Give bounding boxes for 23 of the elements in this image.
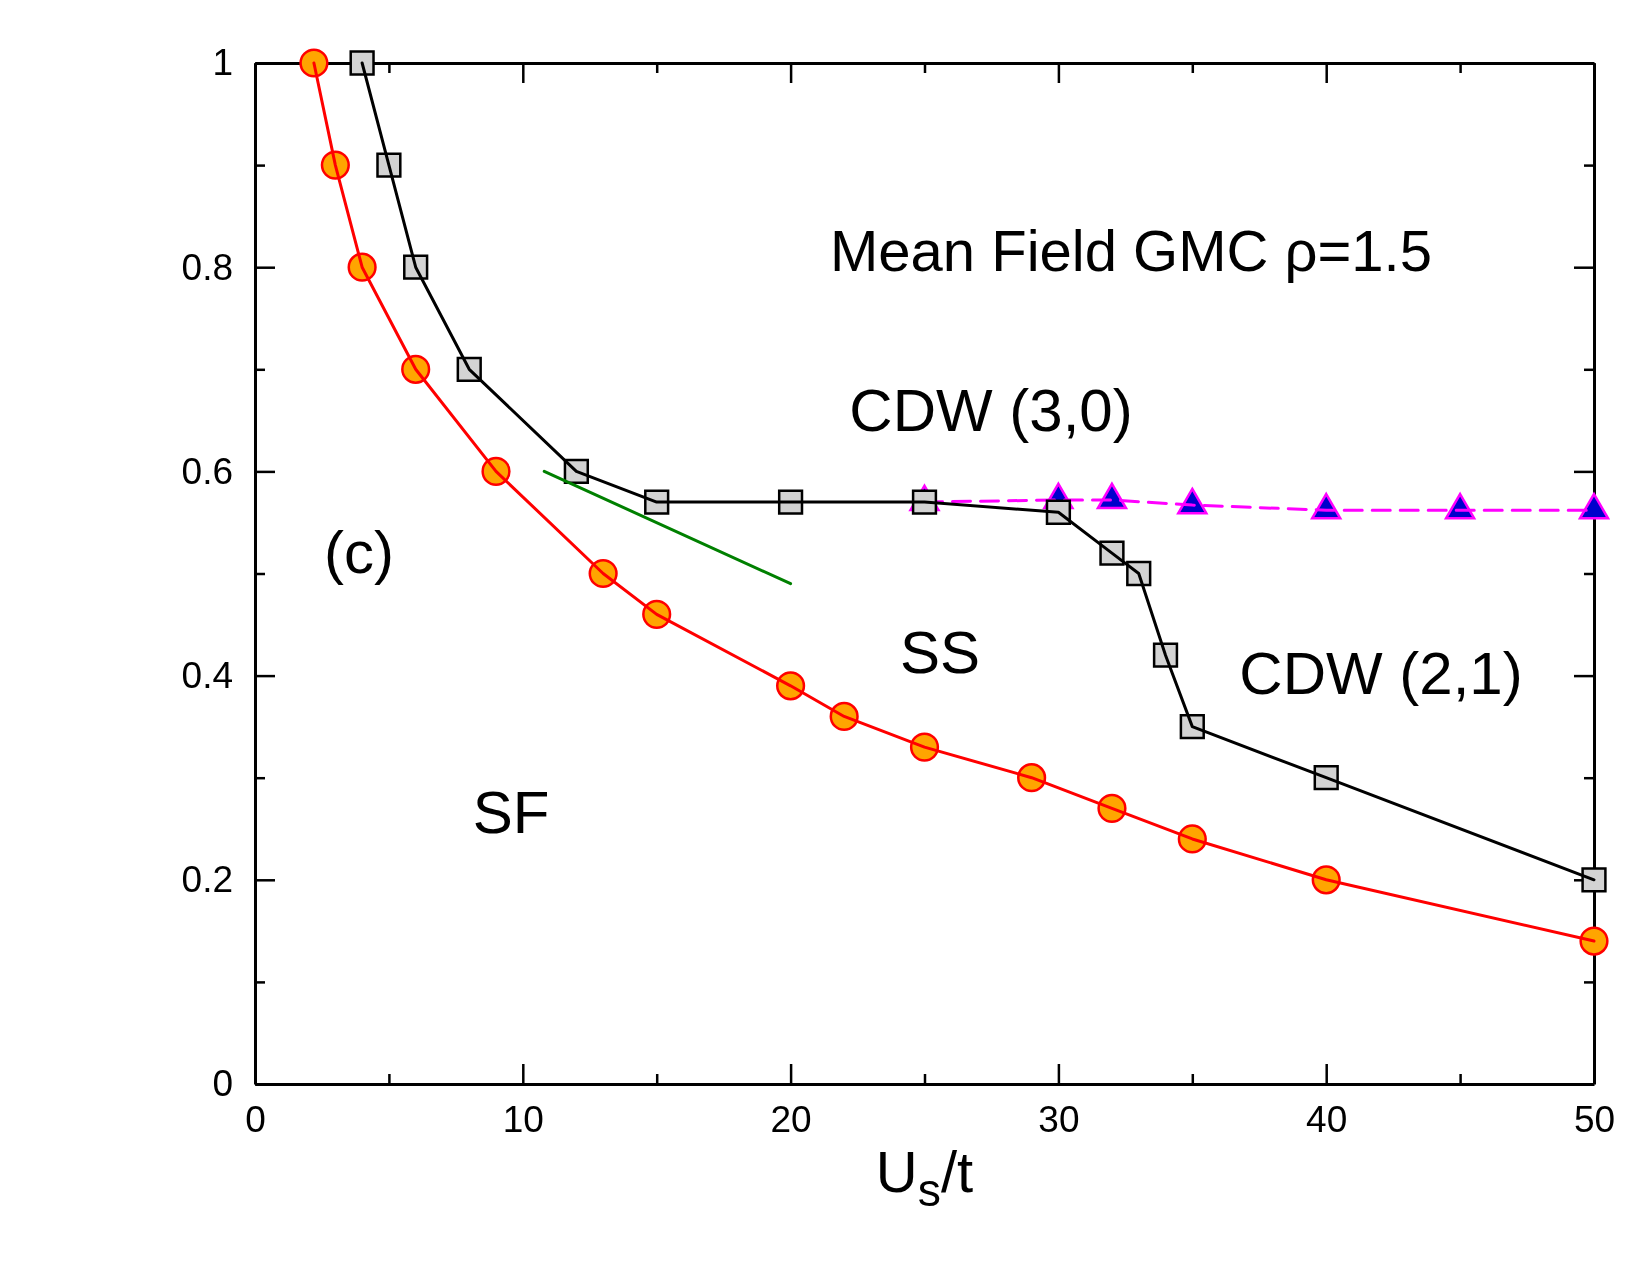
point bbox=[1579, 926, 1609, 956]
y-tick-label: 0.2 bbox=[181, 859, 233, 901]
x-tick-label: 10 bbox=[502, 1099, 544, 1141]
annotation: SF bbox=[472, 779, 550, 846]
annotation: SS bbox=[899, 619, 981, 686]
y-tick-label: 0.4 bbox=[181, 654, 233, 696]
x-tick-label: 50 bbox=[1573, 1099, 1616, 1141]
x-tick-label: 20 bbox=[770, 1099, 812, 1141]
point bbox=[1581, 867, 1607, 893]
annotation: CDW (3,0) bbox=[849, 377, 1133, 444]
x-tick-label: 30 bbox=[1038, 1099, 1080, 1141]
y-tick-label: 0 bbox=[212, 1063, 233, 1105]
y-tick-label: 0.6 bbox=[181, 450, 233, 492]
x-axis-title: U$_{s}$/t bbox=[875, 1139, 974, 1216]
y-tick-label: 0.8 bbox=[181, 246, 233, 288]
point bbox=[349, 50, 375, 76]
point bbox=[299, 48, 329, 78]
y-tick-label: 1 bbox=[212, 42, 233, 84]
x-tick-label: 40 bbox=[1306, 1099, 1348, 1141]
annotation: Mean Field GMC ρ=1.5 bbox=[830, 218, 1432, 283]
x-tick-label: 0 bbox=[245, 1099, 266, 1141]
annotation: CDW (2,1) bbox=[1239, 640, 1523, 707]
annotation: (c) bbox=[324, 519, 394, 586]
